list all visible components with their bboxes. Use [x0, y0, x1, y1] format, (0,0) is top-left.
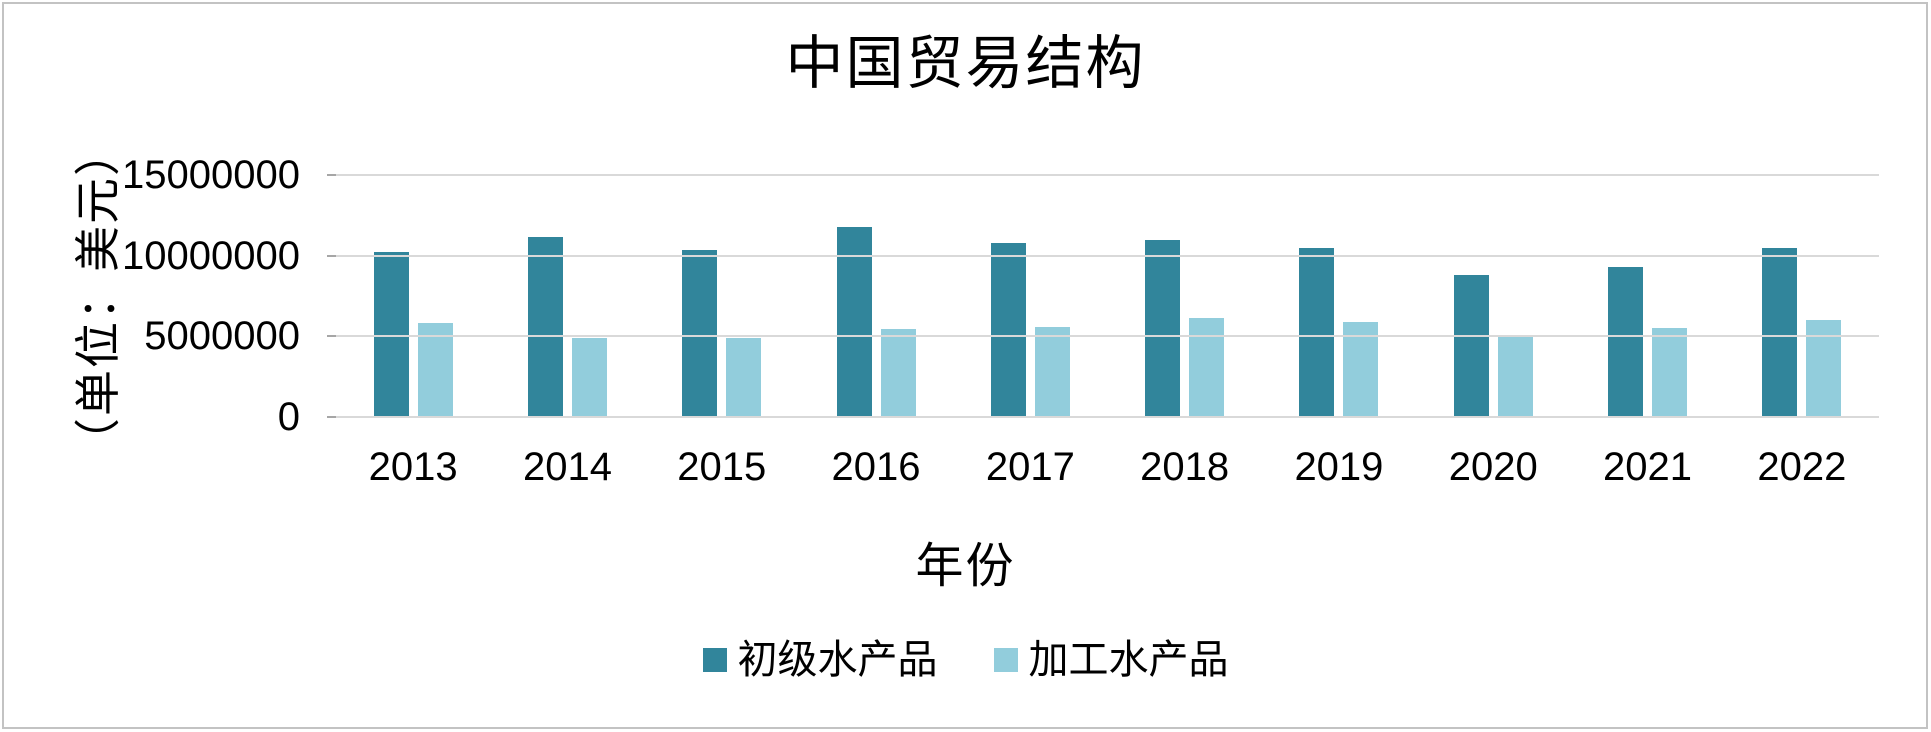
legend-swatch-icon: [702, 648, 727, 672]
bar-primary-2016: [836, 227, 872, 417]
x-tick-label-2017: 2017: [985, 445, 1075, 489]
x-tick-label-2019: 2019: [1294, 445, 1384, 489]
legend-item-secondary: 加工水产品: [993, 637, 1229, 682]
x-tick-label-2016: 2016: [831, 445, 921, 489]
x-axis-tick-labels: 2013 2014 2015 2016 2017 2018 2019 2020 2021 2022: [336, 447, 1879, 487]
bar-secondary-2017: [1034, 327, 1070, 417]
bar-secondary-2014: [571, 338, 607, 417]
gridline: [336, 335, 1879, 338]
x-tick-label-2021: 2021: [1603, 445, 1693, 489]
x-axis-title: 年份: [915, 540, 1016, 593]
bar-primary-2017: [990, 243, 1026, 417]
bar-primary-2021: [1608, 267, 1644, 417]
y-tick-label: 10000000: [122, 233, 300, 278]
y-axis-tick-mark: [327, 174, 336, 176]
category-slot-2019: [1262, 175, 1416, 417]
bar-secondary-2021: [1652, 328, 1688, 417]
gridline: [336, 174, 1879, 176]
bar-primary-2014: [527, 237, 563, 417]
bar-secondary-2015: [726, 338, 762, 417]
bar-primary-2015: [682, 250, 718, 417]
bar-primary-2013: [373, 252, 409, 417]
x-tick-label-2015: 2015: [677, 445, 767, 489]
bar-secondary-2018: [1189, 318, 1225, 417]
y-axis-tick-labels: 0 5000000 10000000 15000000: [0, 0, 300, 732]
bar-secondary-2020: [1497, 336, 1533, 417]
chart-title: 中国贸易结构: [785, 31, 1146, 96]
bar-primary-2022: [1762, 248, 1798, 417]
category-slot-2017: [953, 175, 1107, 417]
legend-label: 加工水产品: [1028, 637, 1229, 682]
bar-primary-2020: [1453, 275, 1489, 417]
y-axis-tick-mark: [327, 416, 336, 418]
legend-label: 初级水产品: [737, 637, 938, 682]
category-slot-2021: [1570, 175, 1724, 417]
x-tick-label-2018: 2018: [1140, 445, 1230, 489]
bars-row: [336, 175, 1879, 417]
category-slot-2015: [645, 175, 799, 417]
bar-secondary-2013: [417, 323, 453, 417]
bar-secondary-2016: [880, 329, 916, 417]
bar-secondary-2019: [1343, 322, 1379, 417]
category-slot-2014: [490, 175, 644, 417]
category-slot-2016: [799, 175, 953, 417]
gridline: [336, 416, 1879, 418]
y-axis-tick-mark: [327, 335, 336, 338]
category-slot-2022: [1725, 175, 1879, 417]
gridline: [336, 254, 1879, 257]
category-slot-2013: [336, 175, 490, 417]
x-tick-label-2022: 2022: [1757, 445, 1847, 489]
category-slot-2018: [1107, 175, 1261, 417]
bar-primary-2019: [1299, 248, 1335, 417]
y-axis-tick-mark: [327, 254, 336, 257]
x-tick-label-2020: 2020: [1448, 445, 1538, 489]
x-tick-label-2014: 2014: [522, 445, 612, 489]
y-tick-label: 0: [277, 395, 300, 439]
legend-swatch-icon: [993, 648, 1018, 672]
legend: 初级水产品 加工水产品: [0, 638, 1931, 682]
y-tick-label: 15000000: [122, 153, 300, 197]
y-tick-label: 5000000: [144, 314, 300, 359]
legend-item-primary: 初级水产品: [702, 637, 938, 682]
bar-primary-2018: [1145, 240, 1181, 417]
x-tick-label-2013: 2013: [368, 445, 458, 489]
plot-area: [327, 174, 1879, 418]
category-slot-2020: [1416, 175, 1570, 417]
